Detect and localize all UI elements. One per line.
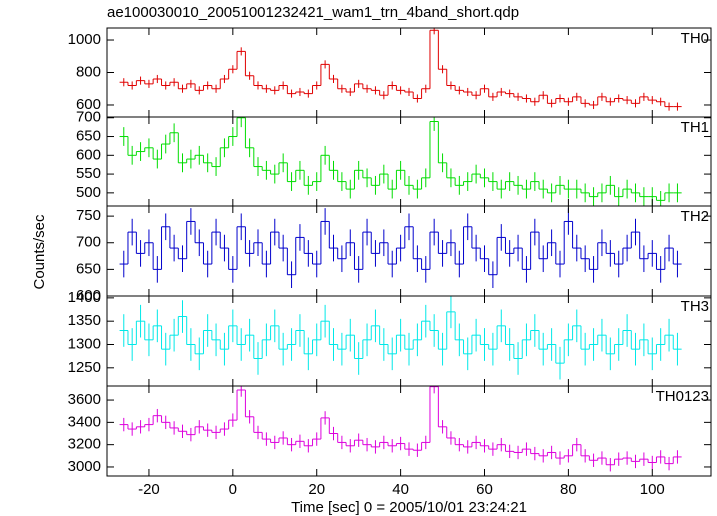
y-tick-label: 700 [76, 234, 101, 251]
y-tick-label: 750 [76, 207, 101, 224]
y-axis-label: Counts/sec [31, 214, 48, 290]
y-tick-label: 1000 [68, 31, 101, 48]
y-tick-label: 3200 [68, 436, 101, 453]
panel-frame [106, 27, 712, 118]
panel-label: TH2 [681, 208, 709, 225]
y-tick-label: 1400 [68, 289, 101, 306]
x-axis-label: Time [sec] 0 = 2005/10/01 23:24:21 [291, 499, 527, 516]
panel-label: TH0 [681, 30, 709, 47]
y-tick-label: 3000 [68, 458, 101, 475]
y-tick-label: 500 [76, 184, 101, 201]
y-tick-label: 700 [76, 109, 101, 126]
panel-label: TH1 [681, 119, 709, 136]
y-tick-label: 3600 [68, 391, 101, 408]
panel-label: TH3 [681, 298, 709, 315]
panel-frame [106, 385, 712, 477]
panel-label: TH0123 [656, 388, 709, 405]
x-tick-label: 20 [308, 481, 325, 498]
y-tick-label: 600 [76, 146, 101, 163]
y-tick-label: 3400 [68, 413, 101, 430]
x-tick-label: 80 [560, 481, 577, 498]
x-tick-label: 40 [392, 481, 409, 498]
y-tick-label: 1350 [68, 312, 101, 329]
y-tick-label: 650 [76, 260, 101, 277]
y-tick-label: 550 [76, 165, 101, 182]
y-tick-label: 1250 [68, 359, 101, 376]
x-tick-label: 60 [476, 481, 493, 498]
y-tick-label: 1300 [68, 335, 101, 352]
x-tick-label: 100 [640, 481, 665, 498]
y-tick-label: 600 [76, 287, 101, 304]
y-tick-label: 800 [76, 63, 101, 80]
x-tick-label: -20 [138, 481, 160, 498]
x-tick-label: 0 [229, 481, 237, 498]
chart-title: ae100030010_20051001232421_wam1_trn_4ban… [107, 4, 519, 21]
y-tick-label: 650 [76, 127, 101, 144]
y-tick-label: 600 [76, 96, 101, 113]
